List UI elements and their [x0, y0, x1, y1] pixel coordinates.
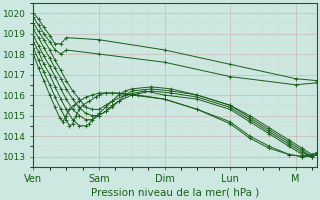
X-axis label: Pression niveau de la mer( hPa ): Pression niveau de la mer( hPa )	[91, 187, 260, 197]
